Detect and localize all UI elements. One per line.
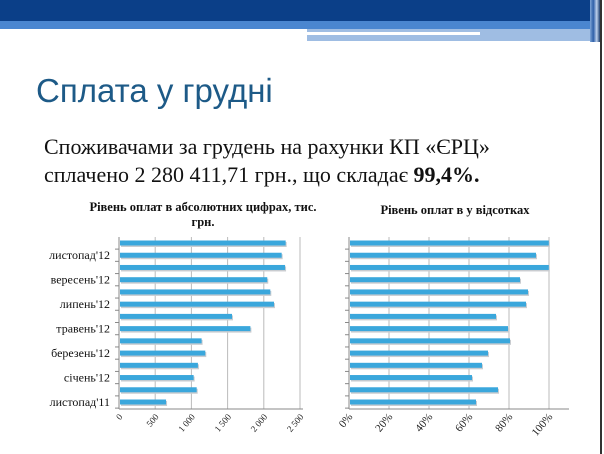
- slide-edge: [600, 0, 602, 454]
- chart-1-bar: [120, 264, 286, 270]
- chart-2-bar: [350, 240, 549, 246]
- header-banner: [0, 0, 590, 21]
- chart-2-bar: [350, 338, 510, 344]
- chart-2-bar: [350, 375, 472, 381]
- chart-1-bar: [120, 240, 286, 246]
- chart-1-category-label: вересень'12: [51, 273, 110, 287]
- header-stripe-line: [307, 32, 480, 35]
- chart-1-bar: [120, 252, 282, 258]
- chart-1-bar: [120, 399, 167, 405]
- chart-2-tick-label: 60%: [453, 411, 475, 434]
- chart-1-bar: [120, 277, 268, 283]
- chart-2-tick-label: 40%: [413, 411, 435, 434]
- body-line-2-text: сплачено 2 280 411,71 грн., що складає: [44, 162, 414, 187]
- chart-1-bar: [120, 350, 206, 356]
- body-line-1: Споживачами за грудень на рахунки КП «ЄР…: [44, 134, 490, 159]
- header-edge: [590, 0, 600, 42]
- chart-2-bar: [350, 326, 508, 332]
- slide-title: Сплата у грудні: [36, 72, 273, 109]
- chart-2-tick-label: 20%: [373, 411, 395, 434]
- chart-1-category-label: листопад'11: [50, 395, 110, 409]
- chart-2-bar: [350, 252, 536, 258]
- chart-1-tick-label: 2 000: [249, 411, 270, 433]
- slide-body: Споживачами за грудень на рахунки КП «ЄР…: [44, 133, 490, 189]
- chart-2-bar: [350, 301, 526, 307]
- chart-2-tick-label: 80%: [493, 411, 515, 434]
- chart-2-tick-label: 0%: [337, 411, 356, 430]
- chart-2-bar: [350, 277, 520, 283]
- chart-1-bar: [120, 313, 233, 319]
- chart-2-bar: [350, 399, 476, 405]
- body-line-2: сплачено 2 280 411,71 грн., що складає 9…: [44, 161, 490, 189]
- chart-1-bar: [120, 362, 198, 368]
- chart-1-tick-label: 500: [144, 411, 161, 428]
- chart-2-bar: [350, 289, 528, 295]
- chart-1-bar: [120, 301, 274, 307]
- chart-1-category-label: травень'12: [56, 322, 110, 336]
- chart-1-tick-label: 1 000: [176, 411, 197, 433]
- header-stripe: [0, 21, 590, 29]
- chart-2-bar: [350, 362, 482, 368]
- chart-1-category-label: липень'12: [60, 297, 110, 311]
- chart-2-title: Рівень оплат в у відсотках: [380, 203, 530, 217]
- chart-1-bar: [120, 326, 251, 332]
- chart-1-tick-label: 1 500: [212, 411, 233, 433]
- chart-1-bar: [120, 289, 271, 295]
- chart-1-category-label: листопад'12: [49, 248, 110, 262]
- chart-1-bar: [120, 338, 202, 344]
- body-highlight: 99,4%.: [413, 162, 480, 187]
- chart-1-bar: [120, 387, 197, 393]
- chart-1-category-label: березень'12: [51, 346, 110, 360]
- chart-2-bar: [350, 313, 496, 319]
- chart-2-tick-label: 100%: [530, 411, 556, 438]
- chart-2-bar: [350, 350, 488, 356]
- chart-1-tick-label: 0: [114, 411, 125, 421]
- chart-1-category-label: січень'12: [64, 371, 110, 385]
- chart-2-bar: [350, 264, 549, 270]
- chart-2-bar: [350, 387, 498, 393]
- chart-1-tick-label: 2 500: [285, 411, 306, 433]
- chart-1-title: Рівень оплат в абсолютних цифрах, тис. г…: [89, 200, 317, 229]
- chart-1-bar: [120, 375, 194, 381]
